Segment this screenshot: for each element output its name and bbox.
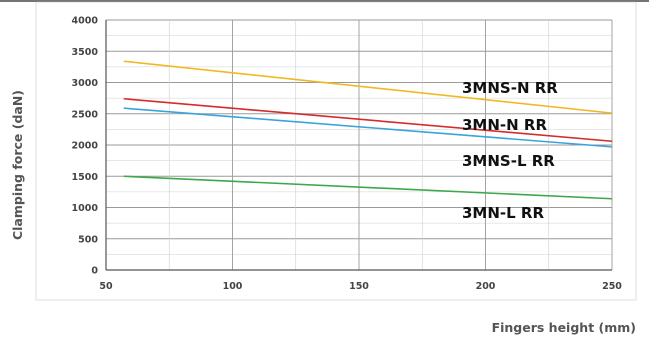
y-tick-label-4000: 4000 [72, 16, 99, 27]
y-tick-label-3500: 3500 [72, 47, 99, 58]
y-axis-title: Clamping force (daN) [10, 90, 25, 240]
y-tick-label-500: 500 [78, 234, 98, 245]
x-tick-label-250: 250 [602, 281, 622, 292]
x-tick-label-150: 150 [349, 281, 369, 292]
y-tick-label-2500: 2500 [72, 109, 99, 120]
series-line-3mns-l-rr [123, 107, 613, 148]
series-labels: 3MNS-N RR 3MN-N RR 3MNS-L RR 3MN-L RR [462, 79, 558, 222]
series-lines [123, 60, 613, 200]
grid-lines [105, 19, 613, 271]
tick-labels: 0 500 1000 1500 2000 2500 3000 3500 4000 50 100 150… [72, 16, 623, 293]
y-tick-label-0: 0 [91, 266, 98, 277]
plot-frame-background [35, 1, 637, 301]
y-tick-label-1500: 1500 [72, 172, 99, 183]
y-tick-label-1000: 1000 [72, 203, 99, 214]
x-tick-label-50: 50 [99, 281, 113, 292]
series-label-3mn-l-rr: 3MN-L RR [462, 204, 544, 222]
y-tick-label-3000: 3000 [72, 78, 99, 89]
axes [105, 20, 612, 271]
series-line-3mn-n-rr [123, 97, 613, 143]
y-tick-label-2000: 2000 [72, 141, 99, 152]
x-axis-title: Fingers height (mm) [492, 320, 636, 335]
series-label-3mn-n-rr: 3MN-N RR [462, 116, 547, 134]
x-tick-label-100: 100 [223, 281, 243, 292]
series-label-3mns-l-rr: 3MNS-L RR [462, 152, 555, 170]
series-line-3mn-l-rr [123, 175, 613, 200]
x-tick-label-200: 200 [476, 281, 496, 292]
series-label-3mns-n-rr: 3MNS-N RR [462, 79, 558, 97]
series-line-3mns-n-rr [123, 60, 613, 114]
